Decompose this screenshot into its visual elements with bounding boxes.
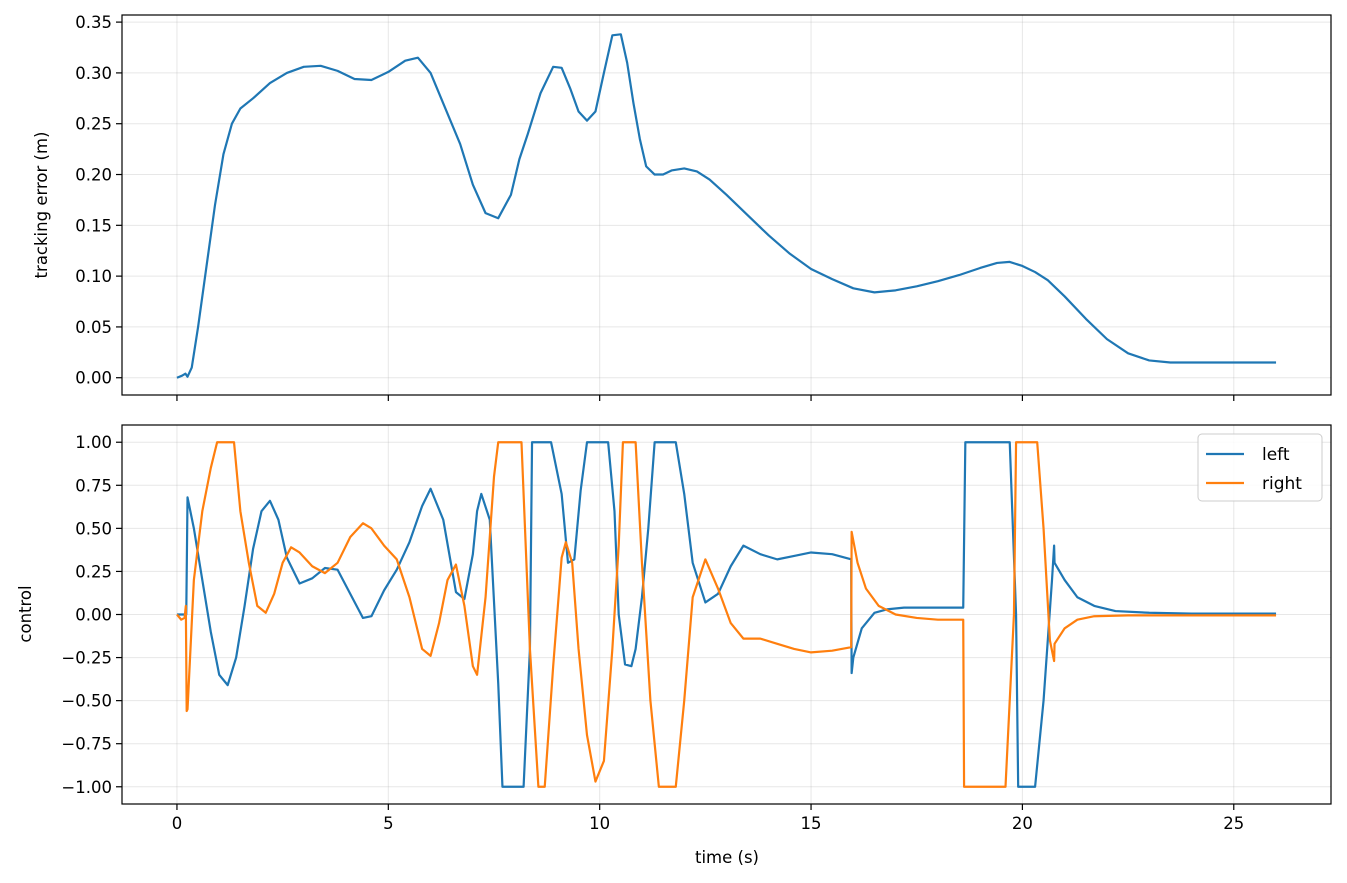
legend-box <box>1197 433 1323 502</box>
bottom-x-tick-label: 5 <box>383 814 394 833</box>
top-y-tick-label: 0.25 <box>75 115 112 134</box>
bottom-y-tick-label: −0.75 <box>61 735 112 754</box>
top-series-line-error <box>176 33 1277 379</box>
top-y-tick-label: 0.35 <box>75 13 112 32</box>
bottom-ticks: 0 5 10 15 20 25 −1.00 −0.75 −0.50 −0.25 0.00 0.25 0.… <box>61 433 1244 833</box>
legend-label-right: right <box>1262 474 1302 494</box>
bottom-y-tick-label: 0.50 <box>75 519 112 538</box>
bottom-x-tick-label: 10 <box>589 814 610 833</box>
bottom-y-tick-label: 0.75 <box>75 476 112 495</box>
top-y-tick-label: 0.05 <box>75 318 112 337</box>
bottom-y-tick-label: −1.00 <box>61 778 112 797</box>
bottom-series-group <box>176 441 1277 788</box>
bottom-y-tick-label: −0.50 <box>61 692 112 711</box>
bottom-series-line-right <box>176 441 1277 788</box>
bottom-x-tick-label: 15 <box>801 814 822 833</box>
control-panel: 0 5 10 15 20 25 −1.00 −0.75 −0.50 −0.25 0.00 0.25 0.… <box>16 424 1332 867</box>
bottom-y-axis-label: control <box>16 585 35 642</box>
top-series-group <box>176 33 1277 379</box>
bottom-y-tick-label: −0.25 <box>61 649 112 668</box>
top-y-tick-label: 0.30 <box>75 64 112 83</box>
bottom-y-tick-label: 0.00 <box>75 606 112 625</box>
top-y-tick-label: 0.10 <box>75 267 112 286</box>
top-grid <box>122 15 1331 395</box>
top-y-tick-label: 0.20 <box>75 166 112 185</box>
legend: left right <box>1197 433 1323 502</box>
bottom-y-tick-label: 0.25 <box>75 562 112 581</box>
bottom-x-tick-label: 0 <box>172 814 183 833</box>
bottom-series-line-left <box>176 441 1277 788</box>
legend-label-left: left <box>1262 445 1290 465</box>
top-plot-frame <box>121 14 1332 396</box>
bottom-y-tick-label: 1.00 <box>75 433 112 452</box>
bottom-x-tick-label: 20 <box>1012 814 1033 833</box>
top-y-tick-label: 0.15 <box>75 216 112 235</box>
top-y-tick-label: 0.00 <box>75 369 112 388</box>
top-y-axis-label: tracking error (m) <box>32 132 51 279</box>
tracking-error-panel: 0.00 0.05 0.10 0.15 0.20 0.25 0.30 0.35 trackin… <box>32 13 1332 401</box>
bottom-x-tick-label: 25 <box>1223 814 1244 833</box>
x-axis-label: time (s) <box>695 848 759 867</box>
top-ticks: 0.00 0.05 0.10 0.15 0.20 0.25 0.30 0.35 <box>75 13 1235 401</box>
